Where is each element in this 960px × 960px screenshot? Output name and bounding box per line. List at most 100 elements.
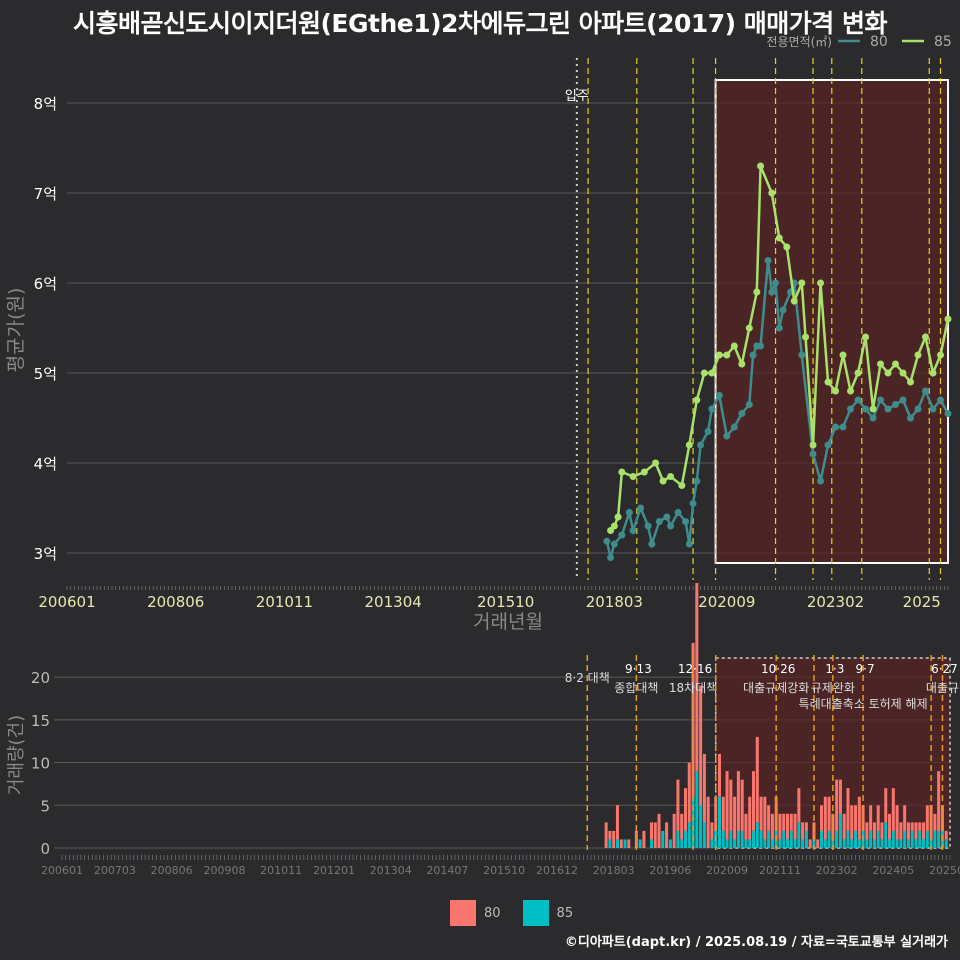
price-point-85: [659, 477, 667, 485]
price-point-85: [614, 513, 622, 521]
price-y-tick-label: 4억: [34, 455, 57, 473]
volume-bar-85: [933, 830, 937, 848]
price-point-85: [847, 387, 855, 395]
price-point-80: [689, 500, 697, 507]
price-x-tick-label: 2025: [903, 593, 941, 611]
volume-bar-80: [789, 813, 793, 831]
volume-bar-85: [649, 839, 653, 848]
volume-bar-85: [835, 830, 839, 848]
volume-bar-85: [914, 839, 918, 848]
volume-bar-80: [937, 771, 941, 831]
price-point-85: [937, 351, 945, 359]
price-point-80: [764, 257, 772, 264]
price-point-85: [899, 369, 907, 377]
volume-bar-85: [925, 830, 929, 848]
volume-legend: 80 85: [450, 900, 573, 926]
volume-bar-80: [933, 813, 937, 831]
price-point-80: [648, 540, 656, 548]
volume-bar-85: [910, 830, 914, 848]
price-legend-title: 전용면적(㎡): [766, 35, 832, 49]
volume-x-tick-label: 201201: [313, 864, 355, 877]
volume-bar-85: [884, 822, 888, 848]
volume-bar-80: [767, 805, 771, 831]
volume-bar-80: [808, 839, 812, 848]
volume-bar-85: [797, 822, 801, 848]
volume-bar-80: [782, 813, 786, 831]
volume-bar-80: [880, 822, 884, 840]
volume-bar-80: [876, 805, 880, 831]
price-chart-legend: 전용면적(㎡) 80 85: [766, 34, 951, 50]
price-chart-series: [603, 162, 952, 561]
volume-bar-85: [869, 830, 873, 848]
volume-bar-80: [823, 796, 827, 840]
volume-bar-80: [695, 583, 699, 772]
price-y-axis-label: 평균가(원): [5, 288, 27, 373]
price-point-85: [884, 369, 892, 377]
volume-x-tick-label: 201510: [483, 864, 525, 877]
price-point-85: [817, 279, 825, 287]
volume-bar-80: [748, 796, 752, 840]
volume-bar-80: [649, 822, 653, 840]
price-point-85: [854, 369, 862, 377]
volume-bar-80: [740, 779, 744, 831]
volume-bar-85: [680, 839, 684, 848]
price-point-85: [693, 396, 701, 404]
volume-bar-85: [820, 830, 824, 848]
volume-bar-85: [793, 839, 797, 848]
price-point-80: [610, 540, 618, 548]
volume-bar-85: [827, 830, 831, 848]
volume-bar-80: [778, 813, 782, 840]
volume-x-tick-label: 200908: [203, 864, 245, 877]
price-point-85: [730, 342, 738, 350]
volume-bar-80: [914, 822, 918, 840]
volume-bar-80: [676, 779, 680, 831]
volume-bar-80: [786, 813, 790, 840]
price-point-80: [674, 509, 682, 516]
volume-bar-80: [816, 839, 820, 848]
volume-chart-bars: [604, 583, 948, 848]
move-in-label: 입주: [565, 89, 589, 104]
price-point-85: [753, 288, 761, 296]
price-point-85: [715, 351, 723, 359]
price-point-85: [700, 369, 708, 377]
price-point-85: [802, 333, 810, 341]
volume-x-tick-label: 200703: [94, 864, 136, 877]
price-point-85: [914, 351, 922, 359]
price-point-85: [768, 189, 776, 197]
volume-bar-80: [925, 805, 929, 831]
volume-x-tick-label: 201803: [593, 864, 635, 877]
volume-chart-axes: 0 5 10 15 20 200601 200703 200806 200908 201011 20…: [6, 669, 960, 877]
volume-bar-85: [918, 830, 922, 848]
volume-bar-85: [782, 830, 786, 848]
price-point-85: [757, 162, 765, 170]
volume-bar-80: [891, 788, 895, 831]
volume-bar-85: [899, 839, 903, 848]
price-point-80: [922, 387, 930, 395]
volume-bar-80: [827, 796, 831, 831]
price-point-85: [640, 468, 648, 476]
volume-y-tick-label: 15: [31, 712, 50, 730]
volume-bar-85: [699, 805, 703, 848]
volume-bar-85: [929, 839, 933, 848]
volume-bar-85: [850, 839, 854, 848]
price-y-tick-label: 3억: [34, 545, 57, 563]
price-point-85: [708, 369, 716, 377]
volume-chart-policy-lines: 8·2 대책 9·13 종합대책 12·16 18차대책 10·26 대출규제강화 1·3 규제…: [565, 655, 959, 850]
volume-bar-80: [922, 822, 926, 840]
volume-bar-85: [763, 839, 767, 848]
volume-bar-85: [691, 796, 695, 848]
policy-name-label: 대출규: [926, 681, 959, 695]
volume-bar-85: [748, 839, 752, 848]
volume-bar-80: [665, 822, 669, 848]
price-point-85: [745, 324, 753, 332]
price-point-80: [884, 405, 892, 413]
volume-bar-85: [891, 830, 895, 848]
volume-bar-80: [895, 805, 899, 840]
price-point-85: [775, 234, 783, 242]
price-point-80: [892, 401, 900, 408]
price-point-80: [715, 392, 723, 399]
volume-bar-80: [884, 788, 888, 823]
volume-bar-80: [869, 805, 873, 831]
price-y-tick-label: 8억: [34, 95, 57, 113]
